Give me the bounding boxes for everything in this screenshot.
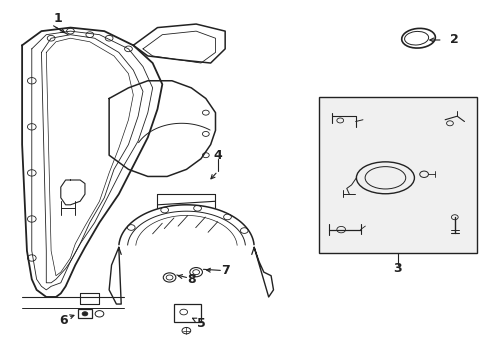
- Text: 2: 2: [449, 33, 458, 46]
- Bar: [78, 309, 92, 318]
- Bar: [174, 304, 201, 322]
- Text: 5: 5: [196, 317, 205, 330]
- Text: 3: 3: [393, 262, 402, 275]
- Bar: [319, 97, 476, 253]
- Text: 1: 1: [54, 12, 62, 25]
- Circle shape: [82, 312, 88, 316]
- Text: 8: 8: [186, 273, 195, 286]
- Text: 7: 7: [221, 264, 229, 277]
- Text: 4: 4: [213, 149, 222, 162]
- Text: 6: 6: [60, 314, 68, 327]
